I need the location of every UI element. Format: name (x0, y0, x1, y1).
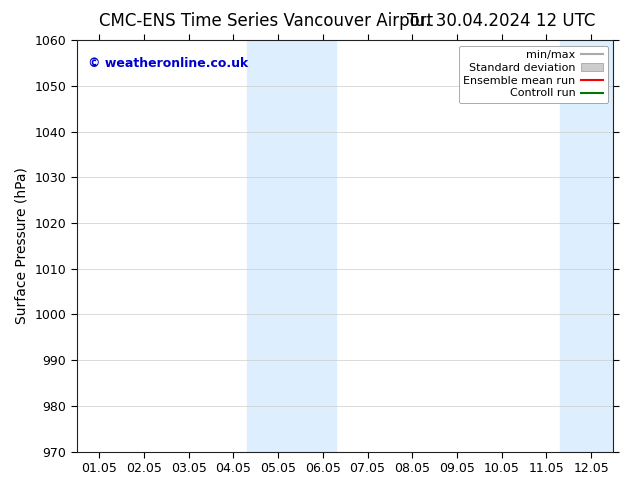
Text: CMC-ENS Time Series Vancouver Airport: CMC-ENS Time Series Vancouver Airport (99, 12, 434, 30)
Text: Tu. 30.04.2024 12 UTC: Tu. 30.04.2024 12 UTC (406, 12, 595, 30)
Legend: min/max, Standard deviation, Ensemble mean run, Controll run: min/max, Standard deviation, Ensemble me… (459, 46, 608, 103)
Text: © weatheronline.co.uk: © weatheronline.co.uk (87, 57, 248, 70)
Bar (247, 40, 336, 452)
Bar (560, 40, 614, 452)
Y-axis label: Surface Pressure (hPa): Surface Pressure (hPa) (15, 168, 29, 324)
